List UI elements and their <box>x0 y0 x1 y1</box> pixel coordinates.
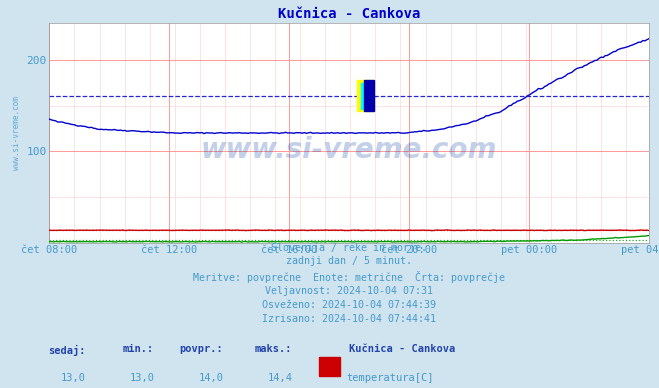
Text: min.:: min.: <box>123 345 154 355</box>
Text: www.si-vreme.com: www.si-vreme.com <box>201 137 498 165</box>
Text: www.si-vreme.com: www.si-vreme.com <box>12 96 21 170</box>
Text: Kučnica - Cankova: Kučnica - Cankova <box>349 345 455 355</box>
Bar <box>320 357 340 376</box>
Text: 13,0: 13,0 <box>129 373 154 383</box>
Text: sedaj:: sedaj: <box>48 345 86 355</box>
Text: 13,0: 13,0 <box>61 373 86 383</box>
Text: temperatura[C]: temperatura[C] <box>346 373 434 383</box>
Text: povpr.:: povpr.: <box>180 345 223 355</box>
Text: 14,0: 14,0 <box>198 373 223 383</box>
Title: Kučnica - Cankova: Kučnica - Cankova <box>278 7 420 21</box>
Bar <box>357 80 370 111</box>
Text: 14,4: 14,4 <box>268 373 293 383</box>
Bar <box>364 80 374 111</box>
Bar <box>361 83 371 109</box>
Text: maks.:: maks.: <box>255 345 293 355</box>
Text: Slovenija / reke in morje.
zadnji dan / 5 minut.
Meritve: povprečne  Enote: metr: Slovenija / reke in morje. zadnji dan / … <box>193 242 505 324</box>
